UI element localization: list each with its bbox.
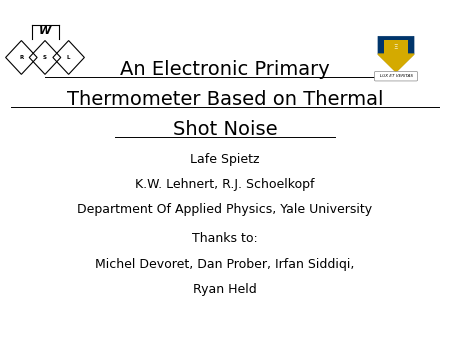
Text: Michel Devoret, Dan Prober, Irfan Siddiqi,: Michel Devoret, Dan Prober, Irfan Siddiq… bbox=[95, 258, 355, 271]
Text: W: W bbox=[39, 26, 51, 36]
Text: S: S bbox=[43, 55, 47, 60]
Text: K.W. Lehnert, R.J. Schoelkopf: K.W. Lehnert, R.J. Schoelkopf bbox=[135, 178, 315, 191]
Text: LUX ET VERITAS: LUX ET VERITAS bbox=[379, 74, 413, 78]
Text: Ξ: Ξ bbox=[394, 44, 398, 50]
Text: L: L bbox=[67, 55, 70, 60]
Text: R: R bbox=[19, 55, 23, 60]
Text: Lafe Spietz: Lafe Spietz bbox=[190, 153, 260, 166]
FancyBboxPatch shape bbox=[374, 72, 418, 81]
Text: Ryan Held: Ryan Held bbox=[193, 283, 257, 296]
Text: An Electronic Primary: An Electronic Primary bbox=[120, 60, 330, 79]
Text: Thermometer Based on Thermal: Thermometer Based on Thermal bbox=[67, 90, 383, 109]
Polygon shape bbox=[378, 37, 414, 72]
Polygon shape bbox=[378, 54, 414, 72]
Text: Shot Noise: Shot Noise bbox=[173, 120, 277, 139]
Text: Thanks to:: Thanks to: bbox=[192, 232, 258, 245]
Text: Department Of Applied Physics, Yale University: Department Of Applied Physics, Yale Univ… bbox=[77, 203, 373, 216]
FancyBboxPatch shape bbox=[384, 40, 408, 55]
